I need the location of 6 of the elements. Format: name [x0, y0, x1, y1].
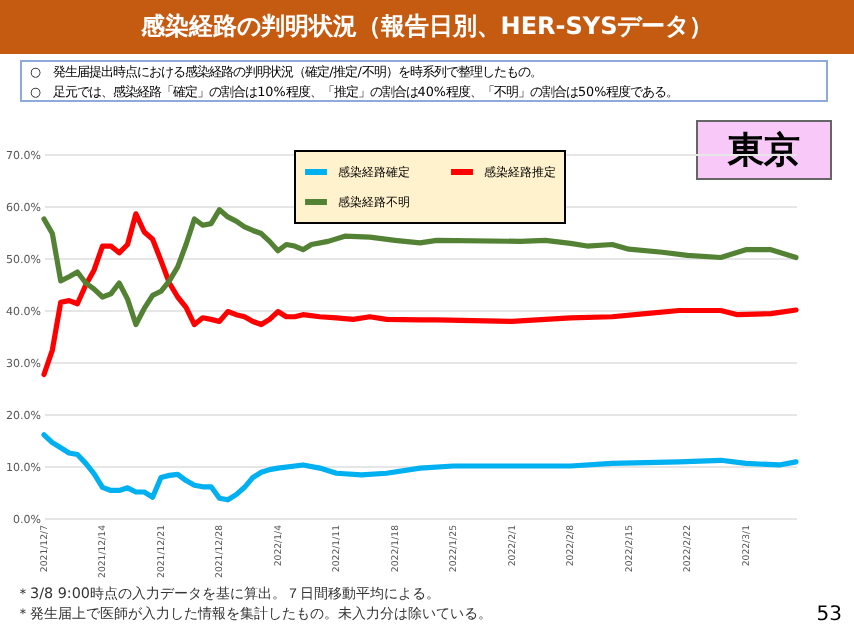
line-series [41, 207, 799, 328]
line-series [41, 432, 799, 503]
chart-subtitle: 東京 [696, 120, 832, 180]
chart-title: 感染経路の判明状況（報告日別、HER-SYSデータ） [0, 0, 854, 54]
line-series [41, 211, 799, 378]
text: 53 [816, 604, 842, 626]
